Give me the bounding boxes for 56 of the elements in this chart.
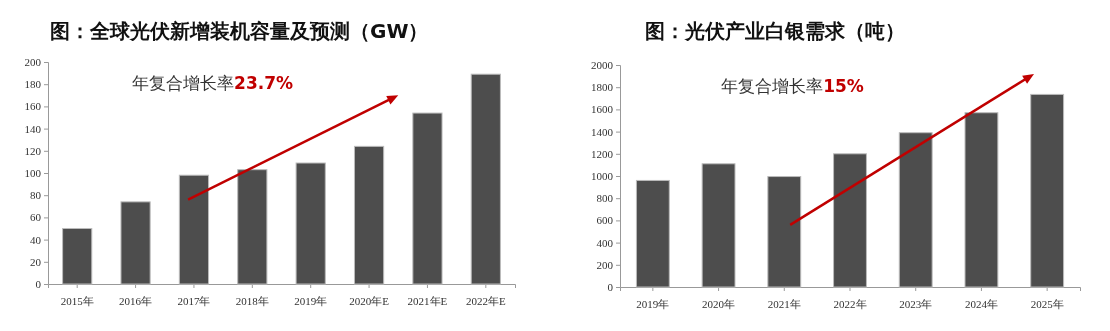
y-tick-label: 800 xyxy=(596,192,614,205)
bar xyxy=(701,163,736,288)
y-tick-label: 1200 xyxy=(591,147,614,160)
bar xyxy=(120,201,151,285)
x-tick-label: 2021年 xyxy=(767,298,801,311)
x-tick-label: 2018年 xyxy=(235,295,269,308)
bar xyxy=(833,153,867,288)
y-tick-label: 1800 xyxy=(591,81,614,94)
bar xyxy=(635,179,670,288)
y-tick-label: 400 xyxy=(596,236,614,249)
y-tick-label: 200 xyxy=(596,258,614,271)
y-tick-label: 20 xyxy=(30,255,42,268)
y-tick-label: 0 xyxy=(35,278,42,291)
y-tick-label: 1000 xyxy=(591,170,614,183)
y-tick-label: 160 xyxy=(24,100,42,113)
x-tick-label: 2019年 xyxy=(636,298,670,311)
x-tick-label: 2022年 xyxy=(833,298,867,311)
chart-title: 图：全球光伏新增装机容量及预测（GW） xyxy=(50,19,429,43)
y-tick-label: 180 xyxy=(24,78,42,91)
chart-title: 图：光伏产业白银需求（吨） xyxy=(645,19,905,43)
bar xyxy=(295,162,326,285)
x-tick-label: 2020年 xyxy=(702,298,736,311)
bar xyxy=(1030,93,1065,288)
bar xyxy=(470,73,501,285)
bar xyxy=(767,176,802,288)
x-tick-label: 2023年 xyxy=(899,298,933,311)
x-tick-label: 2021年E xyxy=(407,295,448,308)
x-tick-label: 2015年 xyxy=(60,295,94,308)
y-tick-label: 120 xyxy=(24,144,42,157)
bar xyxy=(178,174,210,285)
y-tick-label: 100 xyxy=(24,167,42,180)
x-tick-label: 2024年 xyxy=(964,298,998,311)
y-tick-label: 140 xyxy=(24,122,42,135)
bar xyxy=(898,132,933,288)
y-tick-label: 1600 xyxy=(591,103,614,116)
y-tick-label: 60 xyxy=(30,211,42,224)
bar xyxy=(237,169,268,285)
y-tick-label: 200 xyxy=(24,56,42,69)
annotation: 年复合增长率23.7% xyxy=(132,72,294,93)
y-tick-label: 1400 xyxy=(591,125,614,138)
x-tick-label: 2025年 xyxy=(1030,298,1064,311)
y-tick-label: 600 xyxy=(596,214,614,227)
x-tick-label: 2017年 xyxy=(177,295,211,308)
x-tick-label: 2019年 xyxy=(294,295,328,308)
bar xyxy=(412,112,443,285)
bar xyxy=(353,145,385,285)
x-tick-label: 2016年 xyxy=(119,295,153,308)
y-tick-label: 2000 xyxy=(591,59,614,72)
x-tick-label: 2022年E xyxy=(465,295,506,308)
x-tick-label: 2020年E xyxy=(349,295,390,308)
y-tick-label: 40 xyxy=(30,233,42,246)
annotation: 年复合增长率15% xyxy=(721,75,864,96)
y-tick-label: 0 xyxy=(607,281,614,294)
y-tick-label: 80 xyxy=(30,189,42,202)
bar xyxy=(964,112,999,288)
bar xyxy=(62,228,93,285)
